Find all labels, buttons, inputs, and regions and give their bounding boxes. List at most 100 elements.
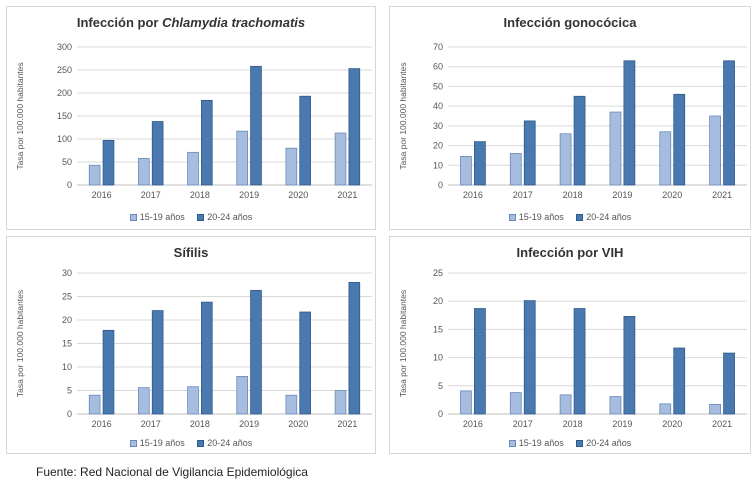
chart-title-sifilis: Sífilis bbox=[173, 245, 209, 260]
y-tick-label: 200 bbox=[57, 88, 72, 98]
legend-sifilis: 15-19 años 20-24 años bbox=[7, 438, 375, 448]
bar-20-24 bbox=[201, 301, 213, 415]
y-tick-label: 50 bbox=[433, 81, 443, 91]
x-tick-label: 2016 bbox=[92, 190, 112, 200]
bar-15-19 bbox=[659, 131, 672, 186]
legend-label-15-19: 15-19 años bbox=[139, 212, 185, 222]
bar-20-24 bbox=[623, 60, 636, 186]
chart-title-chlamydia: Infección por Chlamydia trachomatis bbox=[7, 15, 375, 30]
legend-item-20-24: 20-24 años bbox=[197, 438, 252, 448]
bar-15-19 bbox=[138, 157, 150, 186]
y-tick-label: 0 bbox=[438, 180, 443, 190]
bar-15-19 bbox=[609, 111, 622, 186]
chart-title-gonococica: Infección gonocócica bbox=[503, 15, 637, 30]
y-tick-label: 0 bbox=[67, 180, 72, 190]
legend-label-15-19: 15-19 años bbox=[518, 212, 564, 222]
bar-20-24 bbox=[151, 310, 164, 415]
legend-gonococica: 15-19 años 20-24 años bbox=[390, 212, 750, 222]
bar-15-19 bbox=[88, 394, 101, 415]
y-tick-label: 15 bbox=[433, 324, 443, 334]
y-tick-label: 15 bbox=[62, 339, 72, 349]
bar-20-24 bbox=[673, 93, 686, 186]
x-tick-label: 2021 bbox=[712, 419, 732, 429]
bar-20-24 bbox=[723, 352, 735, 415]
y-tick-label: 10 bbox=[62, 362, 72, 372]
bar-20-24 bbox=[201, 99, 213, 186]
y-tick-label: 25 bbox=[433, 268, 443, 278]
bar-15-19 bbox=[559, 133, 572, 186]
legend-item-20-24: 20-24 años bbox=[197, 212, 252, 222]
legend-label-20-24: 20-24 años bbox=[586, 212, 632, 222]
x-tick-label: 2018 bbox=[190, 419, 210, 429]
source-note: Fuente: Red Nacional de Vigilancia Epide… bbox=[36, 465, 308, 479]
y-tick-label: 150 bbox=[57, 111, 72, 121]
x-tick-label: 2017 bbox=[513, 190, 533, 200]
legend-label-20-24: 20-24 años bbox=[586, 438, 632, 448]
legend-vih: 15-19 años 20-24 años bbox=[390, 438, 750, 448]
bar-15-19 bbox=[236, 375, 248, 415]
x-tick-label: 2017 bbox=[141, 419, 161, 429]
bar-20-24 bbox=[673, 347, 686, 415]
bar-15-19 bbox=[460, 390, 472, 415]
bar-20-24 bbox=[474, 141, 486, 186]
x-tick-label: 2016 bbox=[463, 190, 483, 200]
y-tick-label: 20 bbox=[433, 296, 443, 306]
bar-15-19 bbox=[460, 156, 472, 186]
bar-15-19 bbox=[659, 403, 672, 415]
chart-panel-chlamydia: 0 50 100 150 200 250 300 Tasa por 100.000 habit… bbox=[6, 6, 376, 230]
bar-15-19 bbox=[709, 115, 721, 186]
y-tick-label: 25 bbox=[62, 292, 72, 302]
bar-15-19 bbox=[559, 394, 572, 415]
bar-15-19 bbox=[609, 396, 622, 415]
y-tick-label: 100 bbox=[57, 134, 72, 144]
x-tick-label: 2020 bbox=[288, 190, 308, 200]
y-tick-label: 0 bbox=[67, 409, 72, 419]
chart-panel-vih: 0 5 10 15 20 25 Tasa por 100.000 habitantes 201… bbox=[389, 236, 751, 454]
legend-label-20-24: 20-24 años bbox=[207, 438, 253, 448]
y-tick-label: 70 bbox=[433, 42, 443, 52]
x-tick-label: 2020 bbox=[662, 190, 682, 200]
bar-15-19 bbox=[236, 130, 248, 186]
y-tick-label: 10 bbox=[433, 160, 443, 170]
legend-swatch-20-24 bbox=[197, 214, 205, 221]
y-tick-label: 30 bbox=[62, 268, 72, 278]
y-tick-label: 30 bbox=[433, 121, 443, 131]
bar-20-24 bbox=[348, 68, 361, 186]
bar-15-19 bbox=[334, 390, 347, 415]
y-tick-label: 0 bbox=[438, 409, 443, 419]
bar-15-19 bbox=[187, 386, 199, 415]
bar-20-24 bbox=[250, 289, 262, 415]
bar-20-24 bbox=[151, 121, 164, 186]
legend-item-15-19: 15-19 años bbox=[129, 438, 185, 448]
bar-20-24 bbox=[523, 300, 536, 415]
legend-item-15-19: 15-19 años bbox=[508, 212, 564, 222]
legend-item-20-24: 20-24 años bbox=[576, 212, 631, 222]
bar-15-19 bbox=[285, 394, 298, 415]
bar-20-24 bbox=[723, 60, 735, 186]
y-tick-label: 20 bbox=[433, 141, 443, 151]
chart-panel-gonococica: 0 10 20 30 40 50 60 70 Tasa por 100.000 habitant… bbox=[389, 6, 751, 230]
y-axis-label: Tasa por 100.000 habitantes bbox=[15, 62, 25, 169]
bar-15-19 bbox=[509, 153, 522, 186]
x-tick-label: 2018 bbox=[190, 190, 210, 200]
x-tick-label: 2020 bbox=[662, 419, 682, 429]
x-tick-label: 2021 bbox=[712, 190, 732, 200]
x-tick-label: 2017 bbox=[141, 190, 161, 200]
bar-20-24 bbox=[299, 95, 311, 186]
legend-label-20-24: 20-24 años bbox=[207, 212, 253, 222]
bar-20-24 bbox=[573, 308, 586, 415]
legend-chlamydia: 15-19 años 20-24 años bbox=[7, 212, 375, 222]
x-tick-label: 2021 bbox=[337, 190, 357, 200]
bar-15-19 bbox=[334, 132, 347, 186]
x-tick-label: 2016 bbox=[92, 419, 112, 429]
bar-20-24 bbox=[348, 282, 361, 415]
y-tick-label: 300 bbox=[57, 42, 72, 52]
bar-15-19 bbox=[709, 404, 721, 415]
bar-20-24 bbox=[250, 65, 262, 186]
bar-20-24 bbox=[102, 139, 115, 186]
legend-swatch-15-19 bbox=[129, 440, 137, 447]
chart-svg-chlamydia: 0 50 100 150 200 250 300 Tasa por 100.000 habit… bbox=[15, 42, 372, 200]
bar-20-24 bbox=[623, 316, 636, 415]
y-tick-label: 40 bbox=[433, 101, 443, 111]
y-tick-label: 250 bbox=[57, 65, 72, 75]
